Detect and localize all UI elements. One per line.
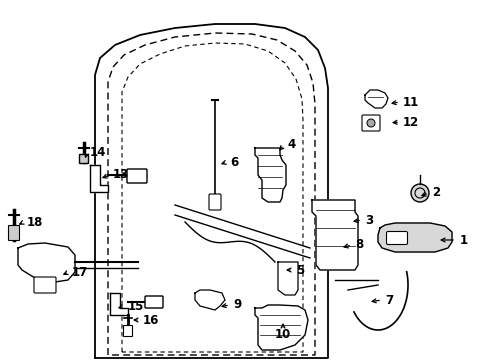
FancyBboxPatch shape (386, 231, 407, 244)
Polygon shape (278, 262, 297, 295)
Text: 14: 14 (90, 147, 106, 159)
FancyBboxPatch shape (80, 154, 88, 163)
Text: 13: 13 (113, 168, 129, 181)
Text: 5: 5 (295, 264, 304, 276)
Polygon shape (195, 290, 224, 310)
Text: 16: 16 (142, 314, 159, 327)
FancyBboxPatch shape (8, 225, 20, 240)
FancyBboxPatch shape (361, 115, 379, 131)
FancyBboxPatch shape (145, 296, 163, 308)
Text: 3: 3 (364, 213, 372, 226)
Polygon shape (18, 243, 75, 282)
Circle shape (410, 184, 428, 202)
Text: 9: 9 (232, 298, 241, 311)
Text: 7: 7 (384, 293, 392, 306)
Text: 8: 8 (354, 238, 363, 252)
Text: 15: 15 (128, 300, 144, 312)
FancyBboxPatch shape (208, 194, 221, 210)
Polygon shape (364, 90, 387, 108)
Circle shape (366, 119, 374, 127)
FancyBboxPatch shape (123, 325, 132, 337)
Text: 18: 18 (27, 216, 43, 229)
Text: 6: 6 (229, 156, 238, 168)
Text: 1: 1 (459, 234, 467, 247)
Text: 12: 12 (402, 116, 418, 129)
Polygon shape (254, 148, 285, 202)
Polygon shape (110, 293, 128, 315)
Text: 2: 2 (431, 186, 439, 199)
Text: 17: 17 (72, 266, 88, 279)
FancyBboxPatch shape (127, 169, 147, 183)
Text: 4: 4 (286, 139, 295, 152)
Polygon shape (377, 223, 451, 252)
Polygon shape (311, 200, 357, 270)
FancyBboxPatch shape (34, 277, 56, 293)
Polygon shape (90, 165, 108, 192)
Polygon shape (254, 305, 307, 350)
Text: 11: 11 (402, 95, 418, 108)
Text: 10: 10 (274, 328, 290, 342)
